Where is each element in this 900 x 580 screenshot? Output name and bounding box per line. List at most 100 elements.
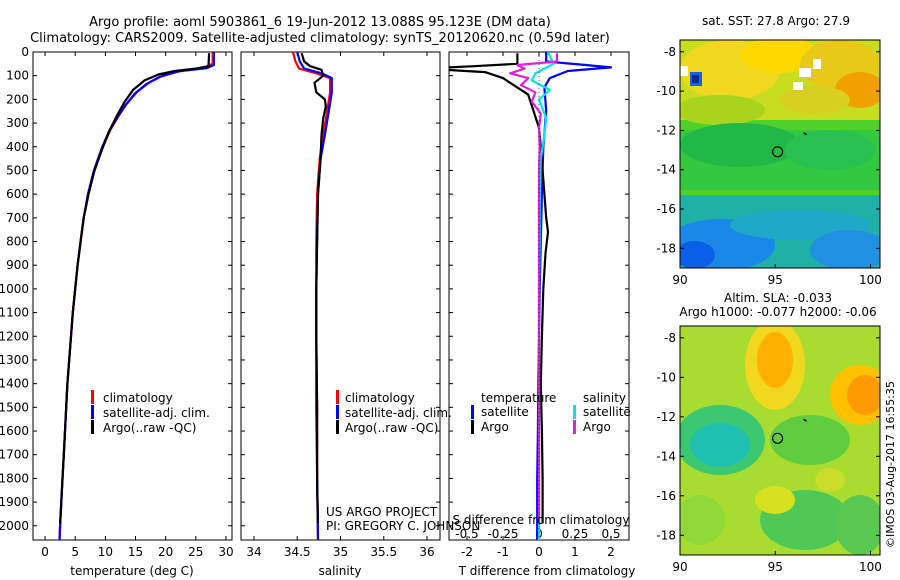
sla-map-field — [680, 326, 880, 555]
sst-map-panel: sat. SST: 27.8 Argo: 27.9 — [656, 14, 882, 287]
y-tick-label: 1400 — [0, 377, 29, 391]
legend-swatch-sal-argo — [573, 420, 576, 434]
series-line-2 — [300, 52, 327, 524]
y-tick-label: 1600 — [0, 424, 29, 438]
difference-s-axis: -0.5 -0.25 0 0.25 0.5 — [455, 527, 620, 541]
temperature-plot-frame — [32, 51, 233, 541]
map-y-tick-label: -10 — [656, 84, 676, 98]
series-line-0 — [291, 52, 332, 540]
x-tick-label: 34.5 — [284, 545, 311, 559]
x-tick-label: 15 — [128, 545, 143, 559]
salinity-x-axis: 34 34.5 35 35.5 36 — [246, 52, 435, 559]
sst-map-profile-marker — [771, 132, 807, 158]
map-y-tick-label: -14 — [656, 449, 676, 463]
y-tick-label: 2000 — [0, 519, 29, 533]
salinity-legend: climatology satellite-adj. clim. Argo(..… — [336, 390, 452, 435]
legend-satellite: satellite-adj. clim. — [103, 406, 210, 420]
s-tick-label: 0.25 — [562, 527, 589, 541]
y-tick-label: 100 — [6, 69, 29, 83]
map-y-tick-label: -10 — [656, 370, 676, 384]
sla-map-profile-marker — [771, 418, 807, 444]
legend-swatch-argo — [91, 420, 94, 434]
x-tick-label: 10 — [98, 545, 113, 559]
legend-argo: Argo(..raw -QC) — [345, 421, 438, 435]
x-tick-label: 1 — [571, 545, 579, 559]
map-y-tick-label: -8 — [664, 45, 676, 59]
y-tick-label: 900 — [6, 258, 29, 272]
y-tick-label: 800 — [6, 235, 29, 249]
difference-panel: -2 -1 0 1 2 -0.5 -0.25 0 0.25 0.5 T difference f… — [448, 51, 636, 578]
x-tick-label: 0 — [41, 545, 49, 559]
series-line-1 — [449, 53, 550, 524]
temperature-x-label: temperature (deg C) — [70, 564, 193, 578]
salinity-x-label: salinity — [318, 564, 361, 578]
y-tick-label: 1000 — [0, 282, 29, 296]
sla-map-axes: 90 95 100 -8 -10 -12 -14 -16 -18 — [656, 331, 882, 574]
map-y-tick-label: -16 — [656, 202, 676, 216]
sst-map-axes: 90 95 100 -8 -10 -12 -14 -16 -18 — [656, 45, 882, 287]
map-x-tick-label: 90 — [672, 273, 687, 287]
sst-map-frame — [679, 39, 881, 269]
s-tick-label: -0.25 — [487, 527, 518, 541]
y-tick-label: 1300 — [0, 353, 29, 367]
series-line-0 — [58, 52, 214, 540]
difference-x-label: T difference from climatology — [458, 564, 636, 578]
salinity-series — [291, 52, 333, 540]
legend-swatch-climatology — [336, 390, 339, 404]
sla-map-frame — [679, 325, 881, 556]
sla-map-title-2: Argo h1000: -0.077 h2000: -0.06 — [679, 305, 876, 319]
difference-x-axis: -2 -1 0 1 2 — [461, 52, 615, 559]
x-tick-label: 2 — [607, 545, 615, 559]
legend-satellite: satellite-adj. clim. — [345, 406, 452, 420]
profile-circle — [771, 432, 784, 444]
legend-swatch-temp-argo — [471, 420, 474, 434]
legend-climatology: climatology — [345, 391, 415, 405]
difference-y-ticks — [449, 51, 629, 527]
imos-timestamp: ©IMOS 03-Aug-2017 16:55:35 — [884, 381, 897, 548]
temperature-legend: climatology satellite-adj. clim. Argo(..… — [91, 390, 210, 435]
legend-swatch-climatology — [91, 390, 94, 404]
credit-line-1: US ARGO PROJECT — [326, 505, 438, 519]
difference-legend: temperature satellite Argo salinity sate… — [471, 391, 631, 434]
y-tick-label: 400 — [6, 140, 29, 154]
legend-swatch-argo — [336, 420, 339, 434]
x-tick-label: 20 — [158, 545, 173, 559]
map-y-tick-label: -14 — [656, 163, 676, 177]
series-line-1 — [58, 52, 215, 540]
temperature-x-axis: 0 5 10 15 20 25 30 — [41, 52, 234, 559]
y-tick-label: 1500 — [0, 400, 29, 414]
legend-sal-satellite: satellite — [583, 405, 631, 419]
y-tick-label: 500 — [6, 163, 29, 177]
map-y-tick-label: -12 — [656, 410, 676, 424]
profile-circle — [771, 146, 784, 158]
y-tick-label: 0 — [21, 45, 29, 59]
legend-swatch-temp-satellite — [471, 405, 474, 419]
sla-map-title-1: Altim. SLA: -0.033 — [724, 291, 832, 305]
y-tick-label: 1100 — [0, 306, 29, 320]
s-tick-label: 0.5 — [601, 527, 620, 541]
y-tick-label: 700 — [6, 211, 29, 225]
legend-argo: Argo(..raw -QC) — [103, 421, 196, 435]
series-line-2 — [59, 53, 211, 524]
float-track — [803, 418, 807, 422]
series-line-1 — [296, 52, 333, 540]
header-line-1: Argo profile: aoml 5903861_6 19-Jun-2012… — [89, 15, 551, 30]
s-tick-label: -0.5 — [455, 527, 478, 541]
x-tick-label: 30 — [218, 545, 233, 559]
x-tick-label: 36 — [419, 545, 434, 559]
y-tick-label: 1900 — [0, 495, 29, 509]
y-tick-label: 200 — [6, 92, 29, 106]
salinity-y-ticks — [241, 51, 440, 527]
series-line-0 — [536, 52, 613, 540]
credit-line-2: PI: GREGORY C. JOHNSON — [326, 519, 480, 533]
y-tick-label: 1800 — [0, 471, 29, 485]
map-y-tick-label: -16 — [656, 489, 676, 503]
salinity-panel: 34 34.5 35 35.5 36 salinity climatology sate… — [240, 51, 480, 578]
legend-swatch-sal-satellite — [573, 405, 576, 419]
y-tick-label: 600 — [6, 187, 29, 201]
y-tick-label: 1700 — [0, 448, 29, 462]
map-y-tick-label: -18 — [656, 241, 676, 255]
map-x-tick-label: 95 — [768, 560, 783, 574]
sla-map-panel: Altim. SLA: -0.033 Argo h1000: -0.077 h2… — [656, 291, 882, 574]
header-line-2: Climatology: CARS2009. Satellite-adjuste… — [30, 31, 610, 46]
